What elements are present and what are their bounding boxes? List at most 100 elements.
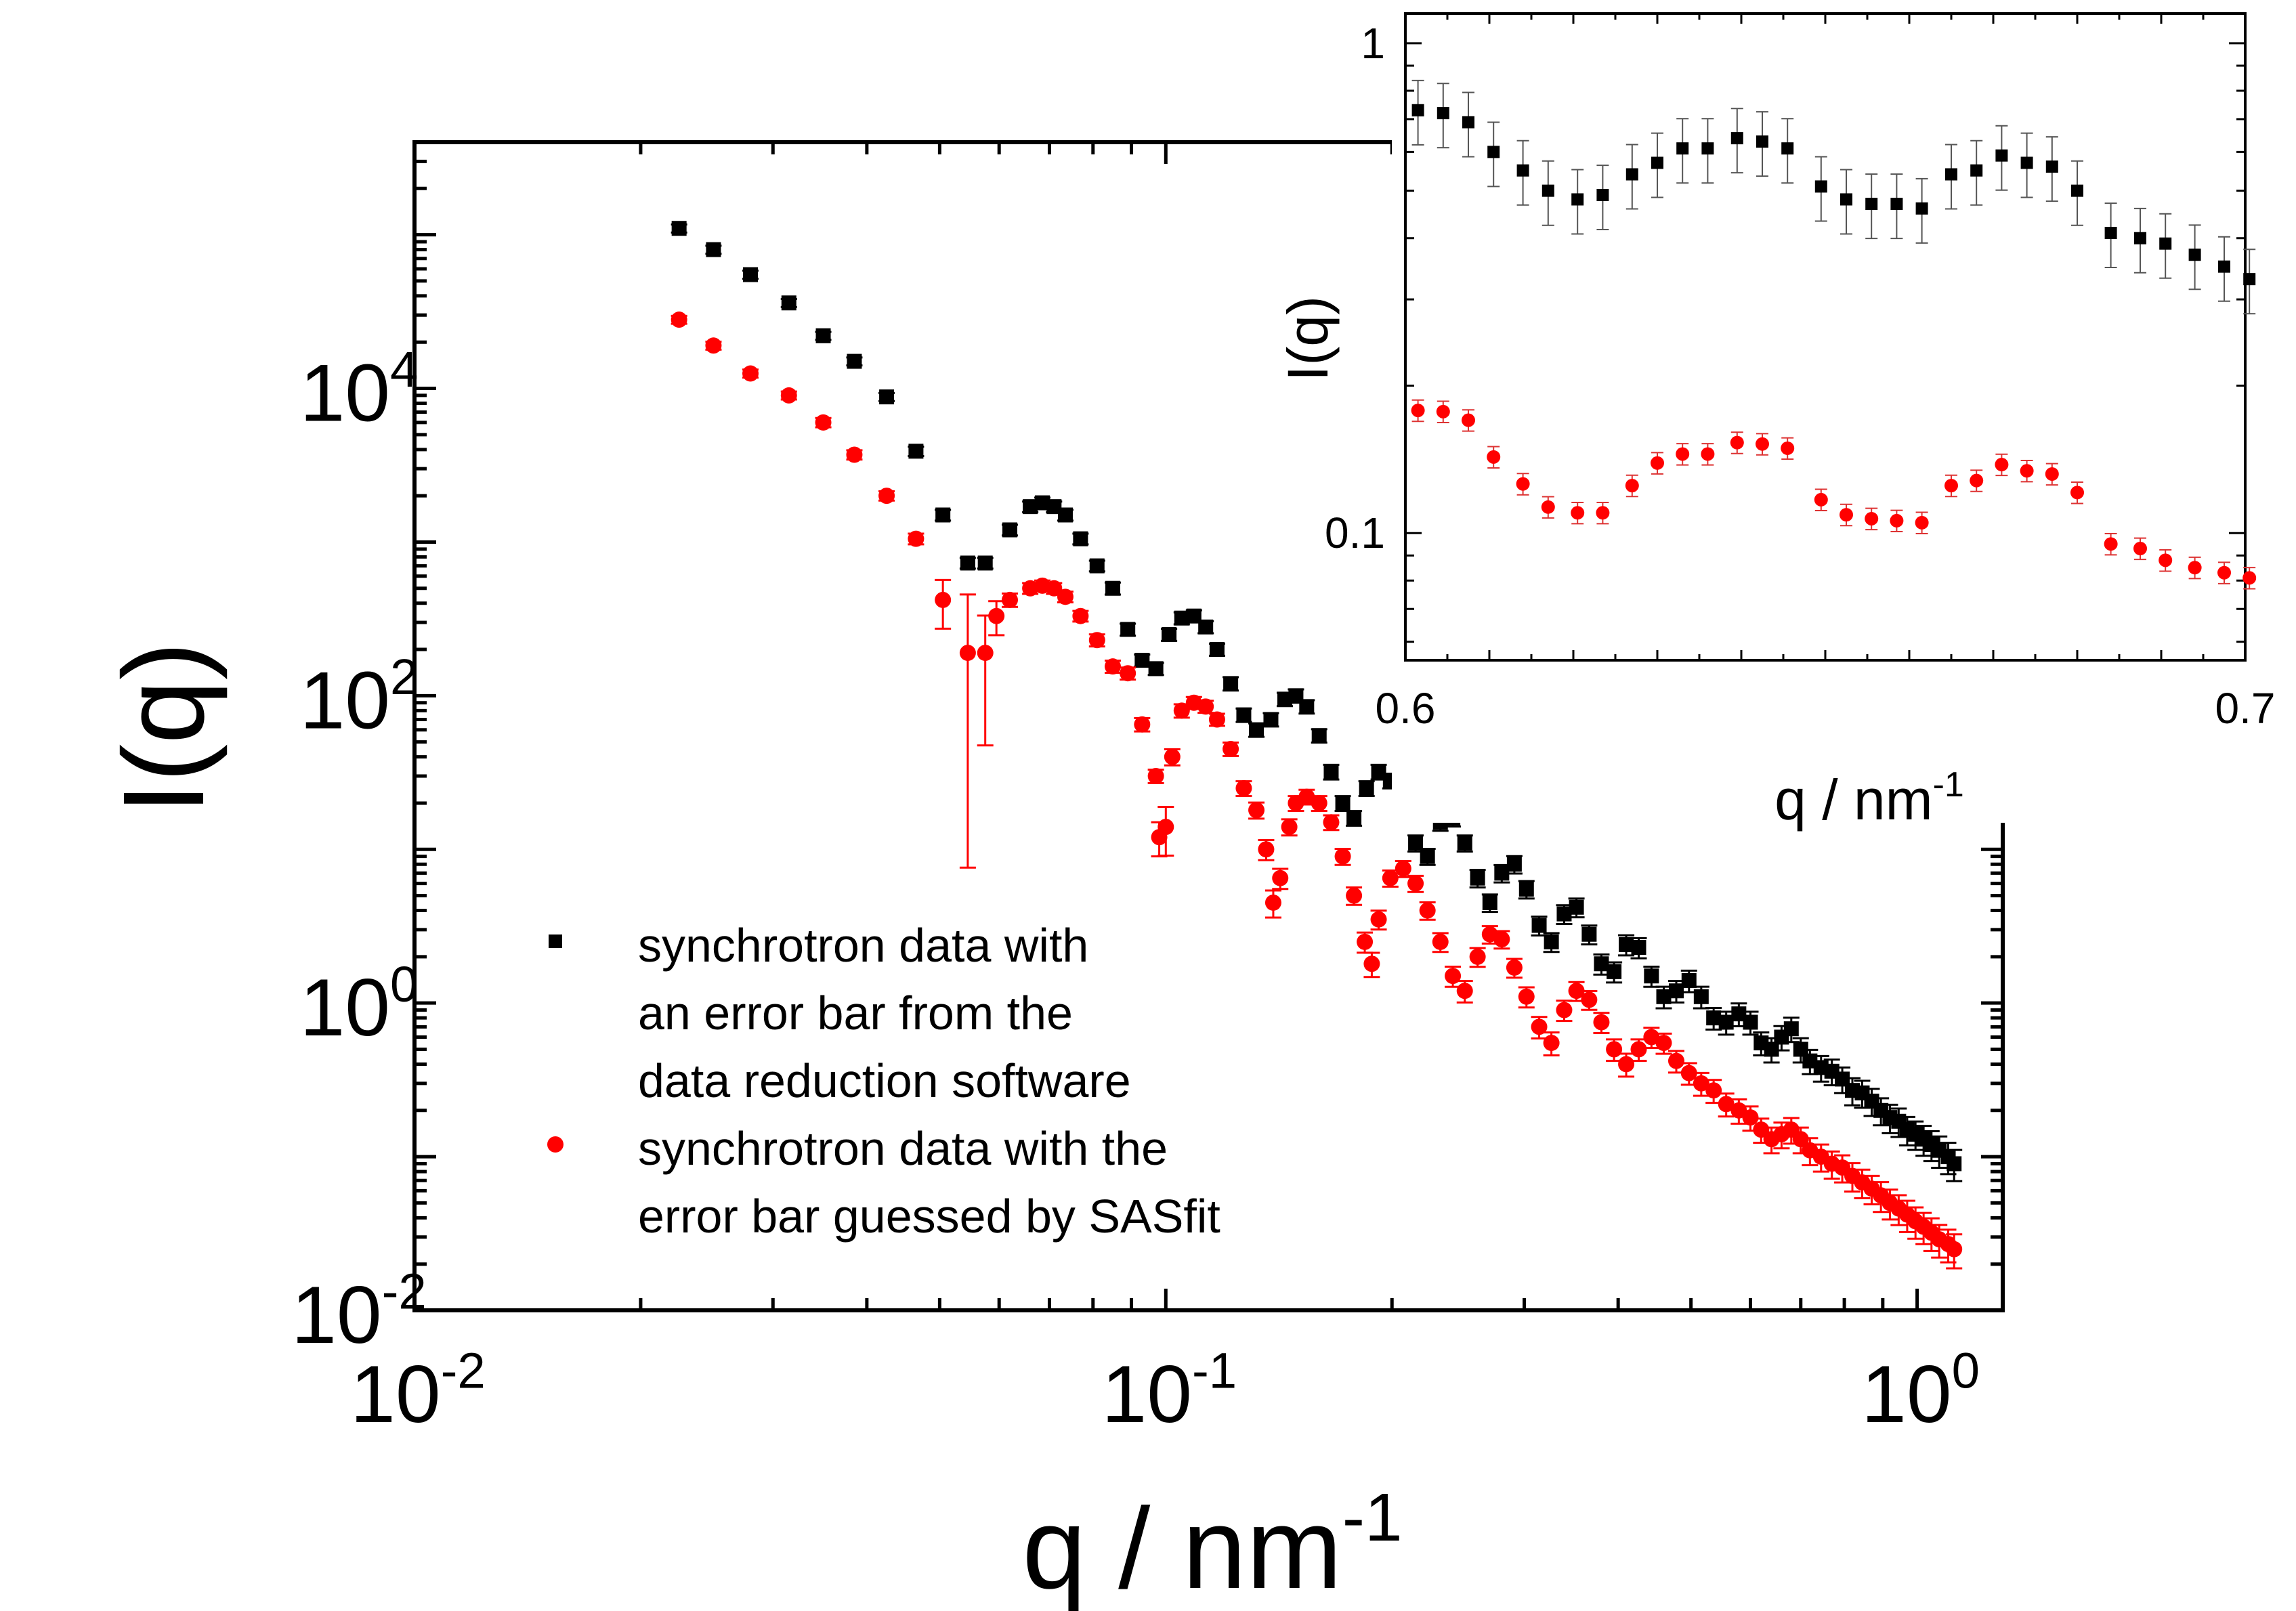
- legend-text: synchrotron data with: [638, 919, 1088, 972]
- data-point-square: [1668, 983, 1684, 999]
- data-point-square: [1311, 728, 1327, 744]
- inset-data-point-square: [1781, 142, 1794, 155]
- inset-data-point-circle: [2159, 553, 2173, 567]
- data-point-square: [1947, 1156, 1962, 1172]
- data-point-square: [1544, 934, 1559, 949]
- y-tick-label-base: 10: [291, 1270, 381, 1360]
- data-point-circle: [1543, 1035, 1560, 1052]
- legend-text: data reduction software: [638, 1054, 1131, 1107]
- inset-data-point-square: [1571, 193, 1584, 206]
- data-point-square: [1023, 499, 1038, 515]
- inset-data-point-square: [1890, 198, 1903, 211]
- inset-data-point-square: [1676, 142, 1689, 155]
- data-point-square: [1346, 810, 1362, 825]
- data-point-circle: [1022, 580, 1039, 597]
- inset-data-point-circle: [2188, 561, 2202, 575]
- inset-data-point-circle: [1995, 458, 2009, 472]
- data-point-circle: [1264, 894, 1281, 911]
- y-tick-label-exponent: -2: [382, 1264, 427, 1320]
- y-tick-label-exponent: 2: [390, 649, 418, 705]
- y-tick-label-base: 10: [300, 655, 390, 746]
- legend-marker-circle: [547, 1136, 564, 1153]
- data-point-circle: [1105, 658, 1122, 675]
- data-point-square: [977, 555, 993, 571]
- x-tick-label: 100: [1861, 1343, 1980, 1440]
- data-point-circle: [1643, 1029, 1660, 1046]
- data-point-circle: [1556, 1002, 1573, 1018]
- inset-data-point-square: [2104, 226, 2117, 239]
- inset-series-black-squares: [1411, 79, 2256, 315]
- inset-data-point-circle: [1730, 435, 1744, 450]
- data-point-circle: [1147, 767, 1164, 784]
- data-point-square: [1631, 940, 1646, 955]
- data-point-square: [1693, 989, 1709, 1004]
- data-point-circle: [1134, 716, 1151, 733]
- x-axis-label-exponent: -1: [1342, 1480, 1403, 1555]
- legend: synchrotron data with an error bar from t…: [547, 919, 1220, 1243]
- data-point-square: [1581, 926, 1597, 942]
- x-tick-label-base: 10: [1101, 1349, 1191, 1440]
- data-point-circle: [1705, 1082, 1722, 1099]
- data-point-square: [935, 507, 951, 523]
- data-point-square: [1793, 1041, 1808, 1057]
- x-tick-label: 10-2: [350, 1343, 486, 1440]
- data-point-square: [1607, 964, 1622, 979]
- data-point-circle: [1235, 779, 1252, 796]
- x-axis-label: q / nm-1: [1022, 1480, 1402, 1611]
- data-point-square: [1371, 764, 1386, 779]
- legend-text: error bar guessed by SASfit: [638, 1190, 1220, 1243]
- data-point-circle: [1419, 902, 1436, 919]
- data-point-circle: [1493, 931, 1510, 948]
- data-point-circle: [1370, 911, 1387, 928]
- data-point-circle: [671, 312, 687, 328]
- data-point-square: [1359, 780, 1374, 796]
- inset-y-tick-label: 1: [1361, 19, 1385, 68]
- data-point-square: [1706, 1010, 1722, 1026]
- inset-data-point-circle: [1865, 511, 1879, 525]
- inset-data-point-square: [1487, 146, 1500, 158]
- data-point-square: [671, 221, 687, 236]
- data-point-circle: [780, 387, 797, 404]
- inset-data-point-circle: [1487, 450, 1501, 464]
- inset-data-point-square: [1437, 107, 1449, 120]
- inset-data-point-circle: [1596, 506, 1610, 520]
- y-tick-label-exponent: 0: [390, 956, 418, 1012]
- y-tick-label-base: 10: [300, 962, 390, 1053]
- inset-series-red-circles: [1411, 399, 2257, 590]
- data-point-circle: [1164, 748, 1181, 765]
- inset-data-point-square: [1945, 168, 1957, 181]
- data-point-circle: [1120, 665, 1136, 682]
- data-point-square: [743, 267, 759, 282]
- data-point-circle: [1363, 955, 1380, 972]
- data-point-square: [1105, 580, 1121, 596]
- inset-data-point-square: [2071, 184, 2083, 197]
- inset-plot: 0.6 0.7 0.1 1 q / nm-1 I(q): [1276, 0, 2275, 832]
- inset-data-point-circle: [1462, 413, 1475, 427]
- data-point-square: [1482, 895, 1497, 910]
- x-axis-label-text: q / nm: [1022, 1484, 1342, 1611]
- data-point-circle: [1334, 848, 1351, 865]
- inset-data-point-square: [2134, 232, 2146, 244]
- data-point-square: [1569, 899, 1584, 915]
- data-point-square: [1186, 608, 1202, 624]
- y-tick-label: 102: [300, 649, 419, 746]
- data-point-circle: [1272, 869, 1289, 886]
- data-point-circle: [1173, 702, 1190, 719]
- data-point-circle: [1223, 741, 1239, 758]
- inset-data-point-square: [2188, 249, 2201, 261]
- data-point-square: [1335, 795, 1351, 811]
- data-point-square: [1556, 906, 1572, 922]
- inset-data-point-circle: [2242, 571, 2257, 585]
- data-point-circle: [988, 607, 1005, 624]
- data-point-circle: [1792, 1131, 1809, 1148]
- inset-data-point-circle: [2133, 542, 2147, 556]
- data-point-square: [1120, 622, 1136, 637]
- data-point-circle: [1088, 632, 1105, 649]
- data-point-circle: [908, 530, 924, 547]
- data-point-square: [815, 328, 831, 343]
- inset-data-point-circle: [1781, 441, 1795, 455]
- data-point-circle: [1432, 933, 1449, 950]
- inset-data-point-square: [1970, 164, 1983, 177]
- x-tick-label-base: 10: [350, 1349, 440, 1440]
